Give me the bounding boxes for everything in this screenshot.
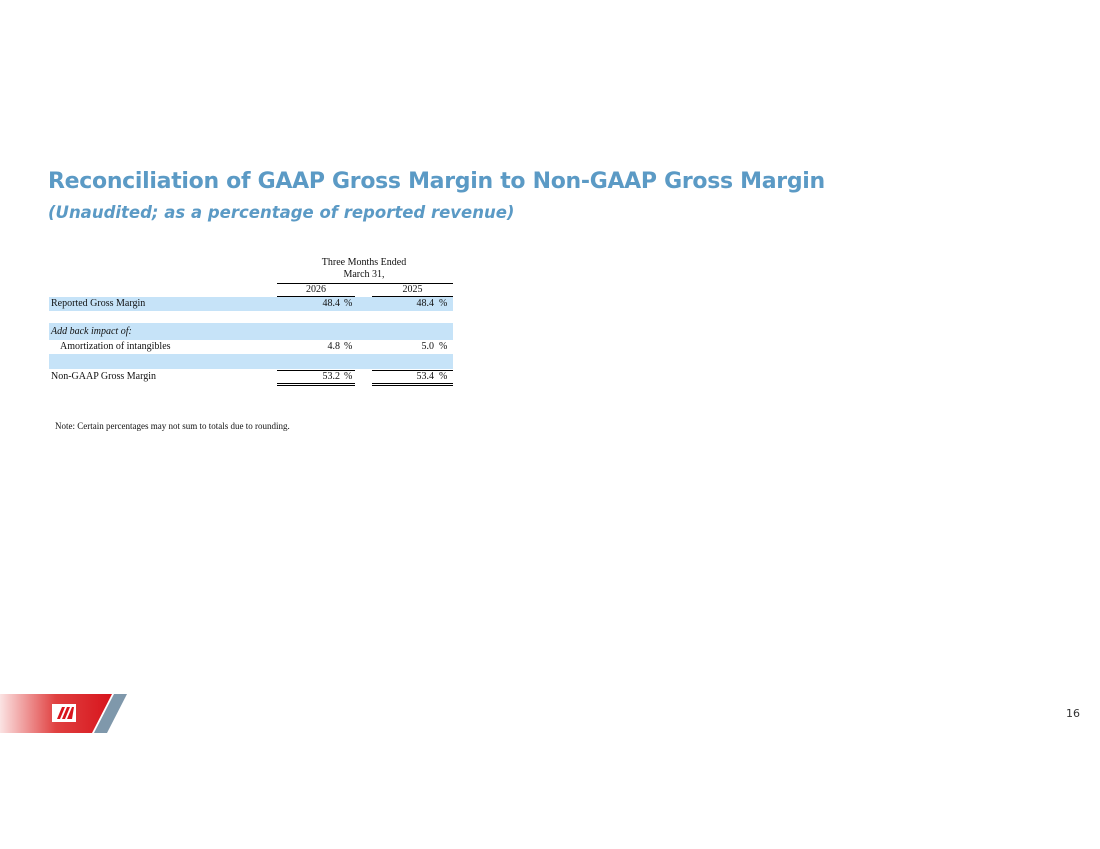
cell: 48.4 <box>322 298 341 309</box>
row-band <box>49 323 453 340</box>
cell: 4.8 <box>327 341 341 352</box>
row-label: Amortization of intangibles <box>60 341 171 352</box>
cell: 48.4 <box>416 298 435 309</box>
unit: % <box>439 298 448 309</box>
rule <box>277 370 355 371</box>
column-header: 2026 <box>306 284 326 295</box>
cell: 53.4 <box>416 371 435 382</box>
subtitle: (Unaudited; as a percentage of reported … <box>48 203 515 222</box>
cell: 5.0 <box>421 341 435 352</box>
rule <box>372 296 453 297</box>
row-label: Add back impact of: <box>51 326 132 337</box>
logo <box>0 694 127 733</box>
rule <box>372 370 453 371</box>
row-label: Reported Gross Margin <box>51 298 146 309</box>
page-number: 16 <box>1066 707 1080 720</box>
unit: % <box>344 298 353 309</box>
row-label: Non-GAAP Gross Margin <box>51 371 156 382</box>
row-band <box>49 354 453 369</box>
column-header: 2025 <box>402 284 423 295</box>
double-rule <box>277 383 355 386</box>
rule <box>277 296 355 297</box>
period-label: Three Months Ended <box>321 257 407 268</box>
period-label: March 31, <box>343 269 385 280</box>
note: Note: Certain percentages may not sum to… <box>55 421 290 431</box>
unit: % <box>344 371 353 382</box>
title: Reconciliation of GAAP Gross Margin to N… <box>48 169 825 194</box>
double-rule <box>372 383 453 386</box>
cell: 53.2 <box>322 371 341 382</box>
unit: % <box>344 341 353 352</box>
rule <box>277 283 453 284</box>
unit: % <box>439 341 448 352</box>
unit: % <box>439 371 448 382</box>
row-band <box>49 297 453 311</box>
